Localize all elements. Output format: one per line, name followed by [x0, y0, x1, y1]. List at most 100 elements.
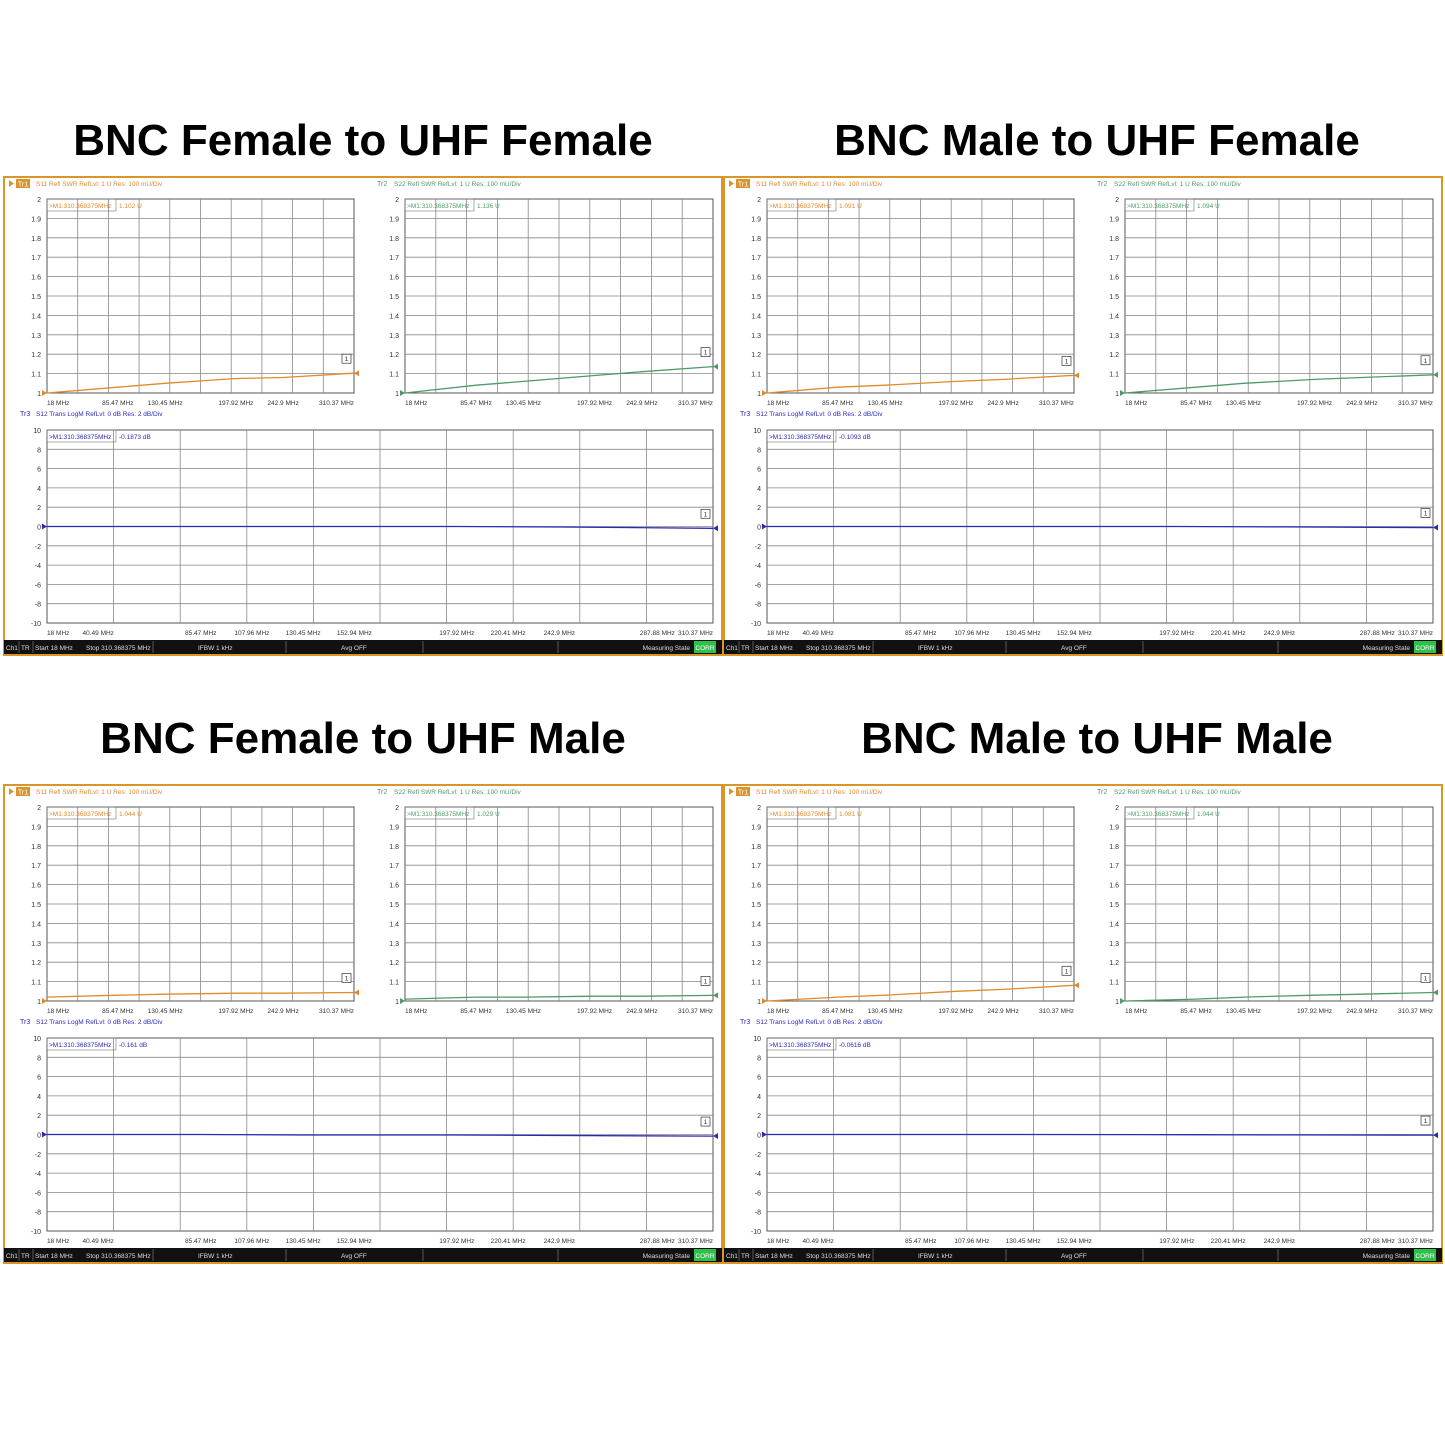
marker-readout-freq: >M1:310.368375MHz	[407, 811, 469, 818]
x-tick-label: 85.47 MHz	[905, 1238, 936, 1245]
y-tick-label: 1.5	[1109, 294, 1119, 301]
y-tick-label: 1.9	[751, 824, 761, 831]
marker-readout-value: 1.094 U	[1197, 203, 1220, 210]
x-tick-label: 130.45 MHz	[506, 400, 541, 407]
trigger-label: TR	[21, 645, 30, 652]
y-tick-label: 1.6	[1109, 883, 1119, 890]
corr-badge	[1414, 641, 1436, 653]
s12-trace	[47, 525, 714, 529]
y-tick-label: 1.1	[31, 980, 41, 987]
y-tick-label: 2	[395, 197, 399, 204]
y-tick-label: 4	[37, 486, 41, 493]
x-tick-label: 130.45 MHz	[1006, 1238, 1041, 1245]
y-tick-label: 1.8	[1109, 844, 1119, 851]
marker-arrow-icon	[1433, 371, 1438, 378]
x-tick-label: 130.45 MHz	[506, 1008, 541, 1015]
reference-arrow-icon	[42, 1131, 47, 1138]
y-tick-label: 1.6	[1109, 275, 1119, 282]
marker-arrow-icon	[1074, 982, 1079, 989]
marker-flag-label: 1	[1424, 358, 1428, 365]
marker-readout-freq: >M1:310.368375MHz	[769, 203, 831, 210]
y-tick-label: 8	[37, 1055, 41, 1062]
y-tick-label: 1.1	[1109, 372, 1119, 379]
vna-panel: Tr1 S11 Refl SWR RefLvl: 1 U Res: 100 mU/…	[3, 784, 723, 1264]
marker-flag	[700, 1116, 711, 1127]
marker-flag-label: 1	[1424, 1118, 1428, 1125]
x-tick-label: 197.92 MHz	[1159, 630, 1194, 637]
active-trace-arrow-icon	[9, 788, 14, 795]
x-tick-label: 310.37 MHz	[678, 1238, 713, 1245]
y-tick-label: 1.7	[751, 255, 761, 262]
x-tick-label: 85.47 MHz	[905, 630, 936, 637]
marker-flag-label: 1	[345, 356, 349, 363]
marker-arrow-icon	[713, 992, 718, 999]
y-tick-label: 1.5	[751, 902, 761, 909]
y-tick-label: 1.2	[31, 352, 41, 359]
marker-readout-freq: >M1:310.368375MHz	[769, 811, 831, 818]
stop-frequency: Stop 310.368375 MHz	[86, 645, 151, 652]
tr2-label: Tr2	[1097, 789, 1107, 796]
s22-header: S22 Refl SWR RefLvl: 1 U Res: 100 mU/Div	[394, 181, 522, 188]
marker-readout-value: 1.044 U	[1197, 811, 1220, 818]
vna-panel: Tr1 S11 Refl SWR RefLvl: 1 U Res: 100 mU/…	[723, 176, 1443, 656]
y-tick-label: 1	[37, 999, 41, 1006]
y-tick-label: 10	[33, 428, 41, 435]
marker-flag	[700, 347, 711, 357]
y-tick-label: 1.8	[31, 844, 41, 851]
y-tick-label: 1.5	[31, 902, 41, 909]
x-tick-label: 220.41 MHz	[1211, 630, 1246, 637]
y-tick-label: -4	[35, 1171, 41, 1178]
y-tick-label: -8	[35, 1210, 41, 1217]
y-tick-label: 1.9	[751, 216, 761, 223]
y-tick-label: -4	[755, 1171, 761, 1178]
status-bar	[724, 640, 1442, 654]
tr1-badge	[16, 787, 30, 796]
y-tick-label: 2	[757, 1113, 761, 1120]
y-tick-label: 0	[37, 525, 41, 532]
status-bar	[724, 1248, 1442, 1262]
marker-readout-box	[766, 198, 837, 212]
channel-label: Ch1	[726, 1253, 738, 1260]
corr-label: CORR	[1415, 1253, 1434, 1260]
x-tick-label: 197.92 MHz	[938, 400, 973, 407]
panel-title: BNC Female to UHF Male	[100, 714, 626, 763]
y-tick-label: 1.4	[1109, 921, 1119, 928]
y-tick-label: 1.9	[1109, 824, 1119, 831]
y-tick-label: 2	[1115, 805, 1119, 812]
x-tick-label: 130.45 MHz	[1226, 400, 1261, 407]
x-tick-label: 130.45 MHz	[868, 1008, 903, 1015]
start-frequency: Start 18 MHz	[35, 1253, 73, 1260]
y-tick-label: 10	[33, 1036, 41, 1043]
s11-trace	[46, 991, 355, 998]
trigger-label: TR	[21, 1253, 30, 1260]
y-tick-label: 1.6	[751, 275, 761, 282]
start-frequency: Start 18 MHz	[755, 645, 793, 652]
x-tick-label: 220.41 MHz	[491, 630, 526, 637]
y-tick-label: 1.3	[1109, 941, 1119, 948]
x-tick-label: 18 MHz	[405, 400, 427, 407]
reference-arrow-icon	[762, 523, 767, 530]
x-tick-label: 197.92 MHz	[439, 1238, 474, 1245]
x-tick-label: 310.37 MHz	[678, 400, 713, 407]
s22-header: S22 Refl SWR RefLvl: 1 U Res: 100 mU/Div	[1114, 789, 1242, 796]
marker-readout-value: -0.1093 dB	[839, 434, 871, 441]
marker-readout-value: 1.081 U	[839, 811, 862, 818]
y-tick-label: 1.1	[1109, 980, 1119, 987]
y-tick-label: 2	[395, 805, 399, 812]
reference-arrow-icon	[1120, 390, 1125, 396]
x-tick-label: 287.88 MHz	[1360, 630, 1395, 637]
corr-badge	[694, 641, 716, 653]
x-tick-label: 18 MHz	[767, 1238, 789, 1245]
marker-flag-label: 1	[1424, 511, 1428, 518]
y-tick-label: 1.5	[389, 902, 399, 909]
tr1-badge	[736, 787, 750, 796]
y-tick-label: 1.1	[751, 372, 761, 379]
x-tick-label: 242.9 MHz	[626, 400, 657, 407]
y-tick-label: -4	[755, 563, 761, 570]
y-tick-label: 6	[757, 467, 761, 474]
x-tick-label: 242.9 MHz	[544, 630, 575, 637]
y-tick-label: 8	[757, 447, 761, 454]
y-tick-label: 1.8	[1109, 236, 1119, 243]
marker-flag	[1420, 973, 1431, 983]
marker-readout-freq: >M1:310.368375MHz	[49, 811, 111, 818]
